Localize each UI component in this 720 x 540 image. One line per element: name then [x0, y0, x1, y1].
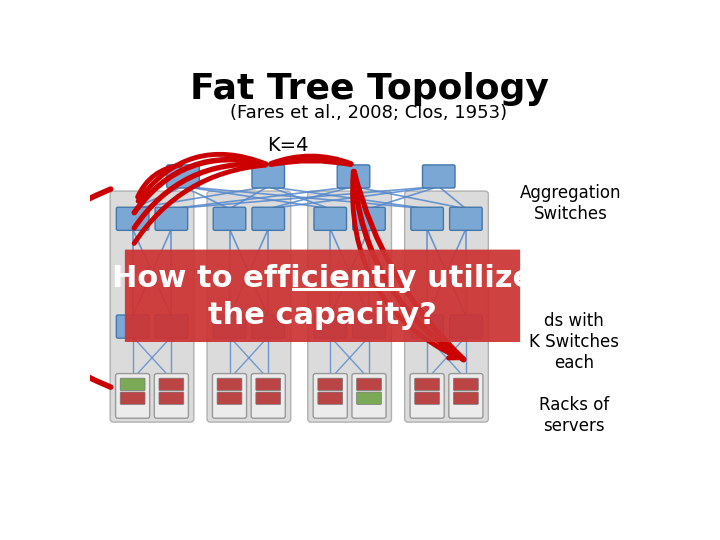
FancyBboxPatch shape — [110, 191, 194, 422]
FancyBboxPatch shape — [252, 165, 284, 188]
Text: ds with
K Switches
each: ds with K Switches each — [529, 312, 619, 372]
FancyBboxPatch shape — [318, 378, 343, 390]
FancyArrowPatch shape — [271, 160, 351, 164]
FancyBboxPatch shape — [313, 374, 347, 418]
FancyBboxPatch shape — [251, 374, 285, 418]
FancyBboxPatch shape — [256, 392, 281, 404]
FancyBboxPatch shape — [252, 207, 284, 231]
FancyBboxPatch shape — [352, 374, 386, 418]
FancyBboxPatch shape — [159, 392, 184, 404]
FancyBboxPatch shape — [117, 315, 149, 338]
Text: Aggregation
Switches: Aggregation Switches — [520, 184, 621, 223]
FancyBboxPatch shape — [405, 191, 488, 422]
FancyBboxPatch shape — [217, 392, 242, 404]
FancyBboxPatch shape — [318, 392, 343, 404]
FancyBboxPatch shape — [353, 315, 385, 338]
FancyBboxPatch shape — [155, 315, 188, 338]
FancyArrowPatch shape — [134, 164, 266, 228]
FancyBboxPatch shape — [256, 378, 281, 390]
FancyBboxPatch shape — [449, 207, 482, 231]
FancyBboxPatch shape — [167, 165, 199, 188]
FancyBboxPatch shape — [410, 374, 444, 418]
FancyArrowPatch shape — [354, 172, 464, 360]
FancyBboxPatch shape — [423, 165, 455, 188]
FancyBboxPatch shape — [159, 378, 184, 390]
FancyBboxPatch shape — [449, 374, 483, 418]
Text: Fat Tree Topology: Fat Tree Topology — [189, 72, 549, 106]
FancyArrowPatch shape — [138, 154, 266, 201]
FancyBboxPatch shape — [356, 392, 382, 404]
FancyBboxPatch shape — [307, 191, 392, 422]
FancyBboxPatch shape — [411, 315, 444, 338]
FancyBboxPatch shape — [207, 191, 291, 422]
FancyBboxPatch shape — [454, 392, 478, 404]
FancyBboxPatch shape — [314, 207, 346, 231]
FancyBboxPatch shape — [356, 378, 382, 390]
FancyArrowPatch shape — [138, 165, 180, 197]
Text: How to efficiently utilize: How to efficiently utilize — [112, 265, 533, 293]
FancyArrowPatch shape — [271, 157, 351, 164]
Text: Racks of
servers: Racks of servers — [539, 396, 610, 435]
Text: the capacity?: the capacity? — [208, 301, 437, 329]
FancyBboxPatch shape — [337, 165, 370, 188]
FancyBboxPatch shape — [117, 207, 149, 231]
FancyBboxPatch shape — [252, 315, 284, 338]
FancyBboxPatch shape — [120, 378, 145, 390]
Text: (Fares et al., 2008; Clos, 1953): (Fares et al., 2008; Clos, 1953) — [230, 104, 508, 122]
FancyBboxPatch shape — [125, 249, 520, 342]
FancyArrowPatch shape — [353, 172, 459, 358]
FancyBboxPatch shape — [116, 374, 150, 418]
FancyBboxPatch shape — [314, 315, 346, 338]
FancyBboxPatch shape — [213, 207, 246, 231]
FancyBboxPatch shape — [449, 315, 482, 338]
FancyArrowPatch shape — [134, 160, 266, 213]
FancyBboxPatch shape — [217, 378, 242, 390]
FancyBboxPatch shape — [120, 392, 145, 404]
FancyBboxPatch shape — [212, 374, 246, 418]
FancyBboxPatch shape — [415, 378, 439, 390]
FancyArrowPatch shape — [354, 171, 464, 359]
Text: K=4: K=4 — [267, 136, 308, 155]
FancyArrowPatch shape — [0, 189, 111, 387]
FancyArrowPatch shape — [134, 165, 266, 244]
FancyBboxPatch shape — [155, 207, 188, 231]
FancyBboxPatch shape — [454, 378, 478, 390]
FancyBboxPatch shape — [213, 315, 246, 338]
FancyBboxPatch shape — [353, 207, 385, 231]
FancyBboxPatch shape — [154, 374, 189, 418]
FancyBboxPatch shape — [411, 207, 444, 231]
FancyBboxPatch shape — [415, 392, 439, 404]
